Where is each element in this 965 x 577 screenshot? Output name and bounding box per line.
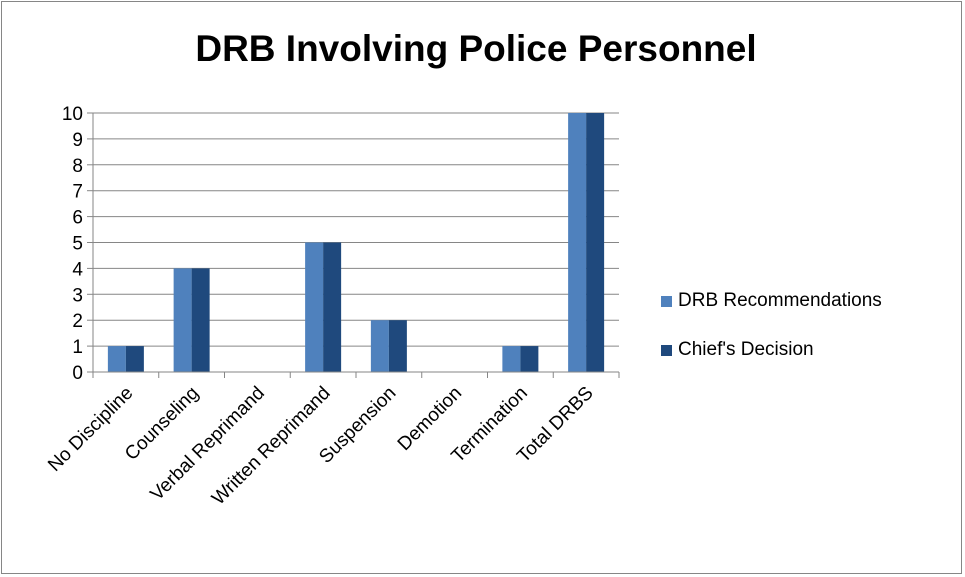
x-tick-label-no-discipline: No Discipline bbox=[44, 383, 137, 476]
y-tick-label-6: 6 bbox=[72, 208, 83, 229]
y-tick-labels: 0 1 2 3 4 5 6 7 8 9 10 bbox=[62, 104, 84, 384]
bar-chief-s-decision-suspension bbox=[388, 320, 407, 372]
legend-label-drb-recommendations: DRB Recommendations bbox=[678, 290, 882, 311]
legend-swatch-chiefs-decision bbox=[661, 344, 672, 356]
bar-chief-s-decision-written-reprimand bbox=[323, 242, 342, 372]
legend-item-drb-recommendations: DRB Recommendations bbox=[661, 290, 882, 312]
bar-chief-s-decision-no-discipline bbox=[125, 346, 144, 372]
bar-chief-s-decision-termination bbox=[520, 346, 539, 372]
bar-chief-s-decision-total-drbs bbox=[586, 113, 605, 372]
y-tick-label-3: 3 bbox=[72, 285, 83, 306]
bar-drb-recommendations-total-drbs bbox=[568, 113, 587, 372]
y-tick-label-1: 1 bbox=[72, 337, 83, 358]
chart-title: DRB Involving Police Personnel bbox=[195, 28, 757, 69]
y-tick-label-5: 5 bbox=[72, 234, 83, 255]
bar-drb-recommendations-counseling bbox=[173, 268, 192, 372]
bar-drb-recommendations-no-discipline bbox=[107, 346, 126, 372]
y-tick-label-7: 7 bbox=[72, 182, 83, 203]
y-tick-label-4: 4 bbox=[72, 259, 83, 280]
bars bbox=[107, 113, 605, 372]
y-tick-label-8: 8 bbox=[72, 156, 83, 177]
legend-swatch-drb-recommendations bbox=[661, 295, 672, 307]
x-tick-label-verbal-reprimand: Verbal Reprimand bbox=[147, 383, 269, 505]
bar-drb-recommendations-suspension bbox=[370, 320, 389, 372]
y-tick-label-0: 0 bbox=[72, 363, 83, 384]
legend-item-chiefs-decision: Chief's Decision bbox=[661, 339, 814, 361]
bar-chief-s-decision-counseling bbox=[191, 268, 210, 372]
bar-drb-recommendations-termination bbox=[502, 346, 521, 372]
bar-drb-recommendations-written-reprimand bbox=[305, 242, 324, 372]
legend-label-chiefs-decision: Chief's Decision bbox=[678, 339, 814, 360]
y-tick-label-10: 10 bbox=[62, 104, 83, 125]
x-tick-label-written-reprimand: Written Reprimand bbox=[208, 383, 335, 510]
axes bbox=[87, 112, 620, 378]
gridlines bbox=[93, 112, 619, 347]
y-tick-label-9: 9 bbox=[72, 130, 83, 151]
y-tick-label-2: 2 bbox=[72, 311, 83, 332]
